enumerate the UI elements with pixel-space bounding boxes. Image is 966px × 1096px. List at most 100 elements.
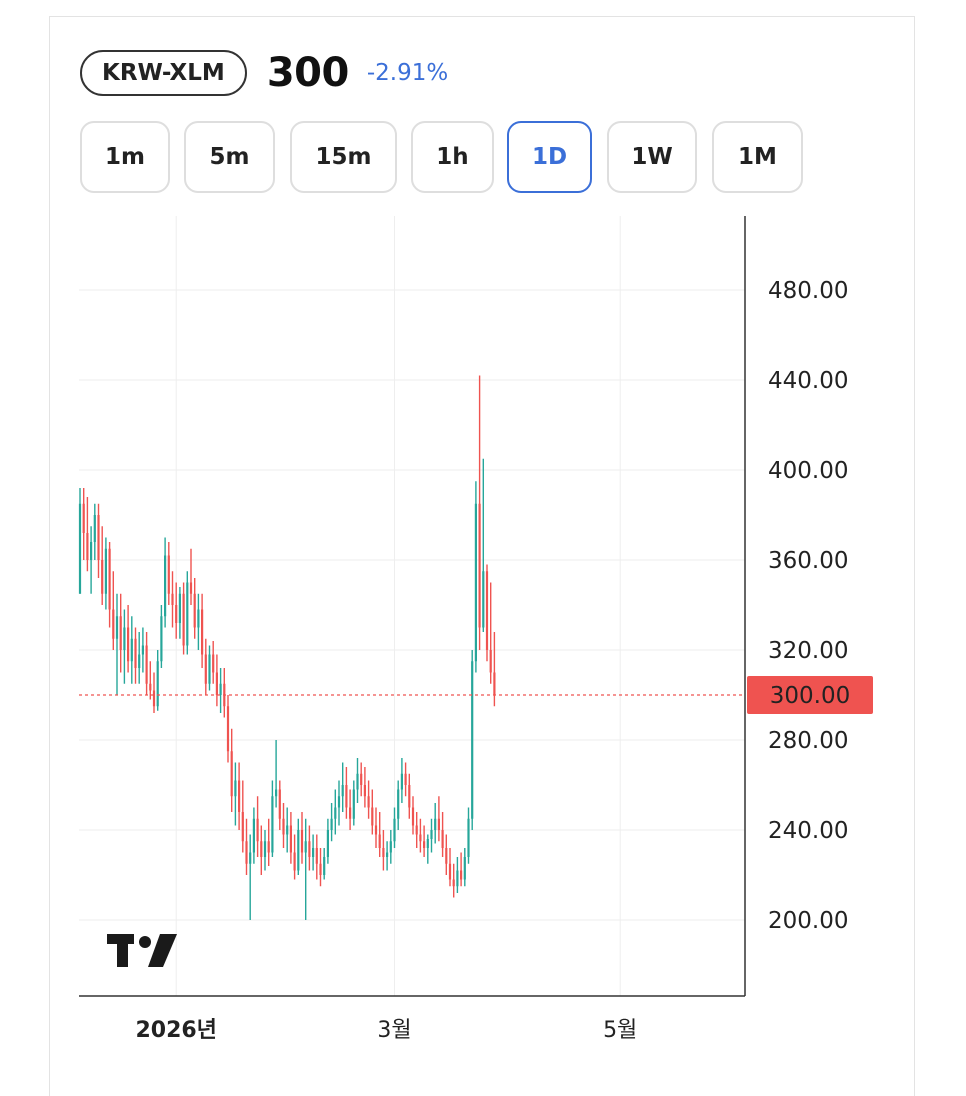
candle-body — [349, 807, 352, 819]
logo-shape — [139, 936, 151, 948]
logo-shape — [148, 934, 177, 967]
candle-body — [145, 645, 148, 684]
candle-body — [282, 818, 285, 835]
candle-body — [108, 548, 111, 610]
candle-body — [411, 807, 415, 826]
candle-body — [123, 627, 126, 650]
candle-body — [319, 863, 322, 875]
candle-body — [186, 582, 189, 646]
candle-body — [289, 825, 292, 853]
candle-body — [423, 841, 426, 848]
candle-body — [341, 785, 344, 797]
candle-body — [471, 661, 474, 819]
y-tick-label: 440.00 — [768, 368, 848, 394]
chart-header: KRW-XLM 300 -2.91% — [80, 47, 448, 99]
candle-body — [489, 650, 492, 673]
candle-body — [226, 706, 230, 752]
candle-body — [260, 841, 263, 857]
candle-body — [112, 609, 115, 639]
candle-body — [367, 796, 370, 808]
candle-body — [456, 870, 459, 887]
y-tick-label: 360.00 — [768, 548, 848, 574]
x-tick-label: 3월 — [377, 1018, 411, 1043]
candle-body — [356, 773, 359, 790]
candle-body — [115, 616, 119, 639]
last-price-badge — [747, 676, 873, 714]
candle-body — [212, 654, 215, 673]
candle-body — [238, 780, 241, 812]
y-tick-label: 280.00 — [768, 728, 848, 754]
candle-body — [215, 672, 218, 695]
candle-body — [193, 593, 196, 628]
candle-body — [467, 818, 470, 857]
candle-body — [182, 593, 185, 646]
candle-body — [189, 582, 193, 594]
candle-body — [300, 830, 304, 853]
candle-body — [404, 773, 407, 785]
candle-body — [127, 627, 130, 662]
candle-body — [90, 542, 93, 560]
current-price: 300 — [266, 50, 350, 96]
candle-body — [234, 780, 237, 797]
candle-body — [230, 751, 233, 797]
candle-body — [441, 830, 444, 848]
candle-body — [374, 825, 378, 835]
candle-body — [312, 848, 315, 857]
candle-body — [208, 654, 211, 684]
x-tick-label: 5월 — [603, 1018, 637, 1043]
candle-body — [160, 616, 163, 662]
candle-body — [378, 834, 381, 848]
candle-body — [386, 852, 389, 857]
candle-body — [360, 773, 363, 785]
chart-card: KRW-XLM 300 -2.91% 1m 5m 15m 1h 1D 1W 1M — [49, 16, 915, 1096]
candle-body — [104, 548, 107, 594]
candle-body — [430, 830, 433, 839]
candle-body — [201, 609, 204, 655]
timeframe-1m-button[interactable]: 1m — [80, 121, 170, 193]
candle-body — [271, 796, 274, 853]
candle-body — [256, 818, 259, 842]
tradingview-logo — [107, 934, 177, 967]
y-tick-label: 240.00 — [768, 818, 848, 844]
timeframe-1d-button[interactable]: 1D — [507, 121, 592, 193]
timeframe-1w-button[interactable]: 1W — [607, 121, 697, 193]
candle-body — [130, 638, 133, 662]
candle-body — [330, 818, 333, 830]
candle-body — [241, 812, 244, 842]
symbol-pill[interactable]: KRW-XLM — [80, 50, 247, 96]
candle-body — [482, 571, 485, 628]
candle-body — [434, 818, 437, 830]
last-price-label: 300.00 — [770, 683, 850, 709]
candle-body — [308, 841, 311, 857]
y-tick-label: 400.00 — [768, 458, 848, 484]
logo-shape — [117, 934, 128, 967]
timeframe-5m-button[interactable]: 5m — [184, 121, 275, 193]
candle-body — [304, 841, 307, 853]
candle-body — [82, 503, 85, 533]
x-tick-label: 2026년 — [135, 1018, 216, 1043]
candle-body — [485, 571, 489, 650]
candle-body — [134, 638, 137, 668]
candle-body — [323, 857, 326, 875]
candle-body — [415, 825, 418, 835]
candle-body — [345, 785, 348, 808]
candle-body — [171, 593, 174, 605]
candle-body — [326, 830, 329, 857]
timeframe-1h-button[interactable]: 1h — [411, 121, 494, 193]
candle-body — [86, 533, 89, 560]
timeframe-15m-button[interactable]: 15m — [290, 121, 397, 193]
candle-body — [156, 661, 159, 707]
candle-body — [419, 834, 422, 842]
candle-body — [204, 654, 207, 684]
candle-body — [175, 605, 178, 623]
candle-body — [445, 848, 448, 864]
candle-body — [93, 515, 96, 542]
candle-body — [363, 785, 366, 797]
timeframe-1mo-button[interactable]: 1M — [712, 121, 803, 193]
candle-body — [263, 841, 267, 857]
candle-body — [337, 796, 341, 808]
candle-body — [371, 807, 374, 826]
candle-body — [138, 654, 141, 668]
candle-body — [474, 503, 477, 662]
